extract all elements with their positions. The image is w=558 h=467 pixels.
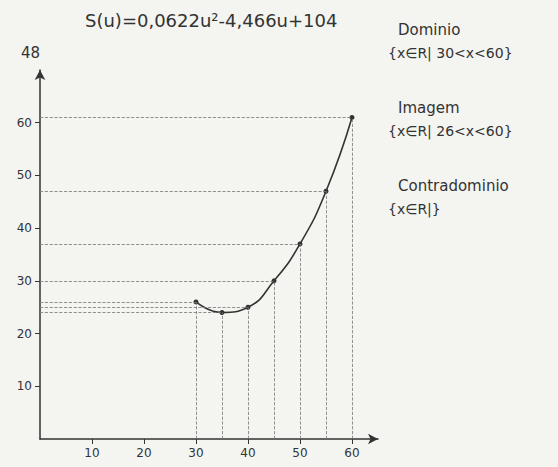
svg-text:S(u)=0,0622u²-4,466u+104: S(u)=0,0622u²-4,466u+104 [85,10,337,31]
svg-text:{x∈R|}: {x∈R|} [388,201,441,218]
svg-text:20: 20 [136,446,151,460]
svg-text:40: 40 [240,446,255,460]
svg-text:40: 40 [17,221,32,235]
svg-text:50: 50 [292,446,307,460]
svg-text:10: 10 [17,379,32,393]
svg-text:10: 10 [84,446,99,460]
svg-text:60: 60 [344,446,359,460]
svg-text:Contradominio: Contradominio [398,177,509,195]
svg-text:{x∈R| 30<x<60}: {x∈R| 30<x<60} [388,45,513,62]
svg-text:60: 60 [17,116,32,130]
svg-text:Imagem: Imagem [398,99,460,117]
svg-text:48: 48 [21,44,40,62]
svg-text:{x∈R| 26<x<60}: {x∈R| 26<x<60} [388,123,513,140]
svg-text:30: 30 [188,446,203,460]
svg-text:Dominio: Dominio [398,21,460,39]
svg-text:20: 20 [17,327,32,341]
svg-text:30: 30 [17,274,32,288]
svg-text:50: 50 [17,168,32,182]
